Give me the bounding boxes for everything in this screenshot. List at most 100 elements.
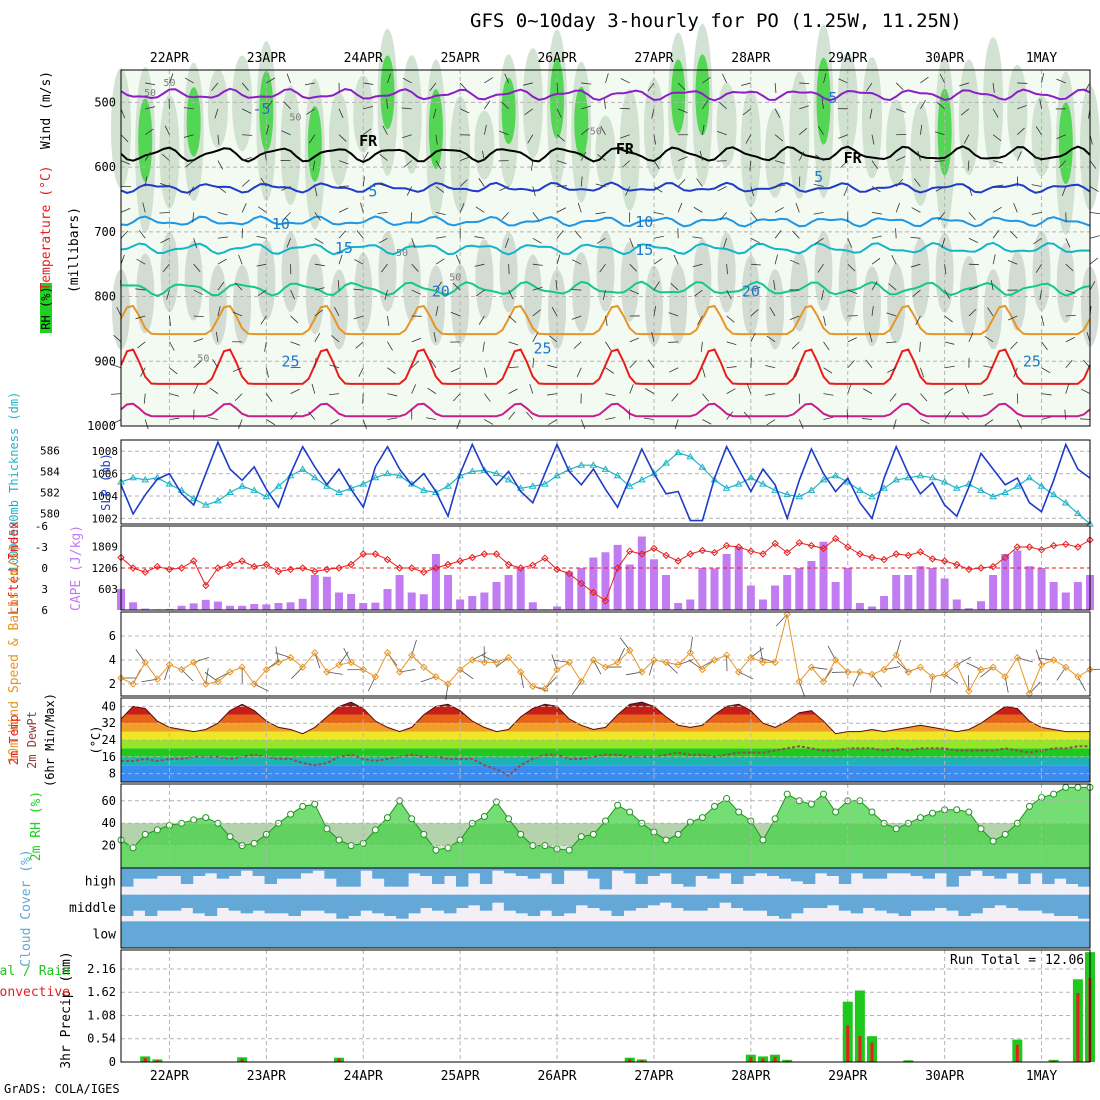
- wind-barb: [774, 254, 778, 265]
- cloud-cell: [192, 868, 206, 876]
- wind-barb: [789, 315, 800, 321]
- thickness-point: [201, 501, 210, 508]
- rh-label: 50: [289, 112, 301, 123]
- rh-point: [977, 825, 985, 833]
- thickness-point: [226, 488, 234, 495]
- thickness-point: [674, 448, 683, 456]
- wind-barb: [823, 73, 827, 84]
- rh-point: [202, 814, 210, 822]
- wind-barb: [605, 73, 609, 84]
- wind-speed-point: [904, 668, 913, 676]
- cape-bar: [1001, 554, 1010, 610]
- cape-bar: [989, 575, 998, 610]
- cape-bar: [722, 554, 731, 610]
- cloud-cell: [144, 868, 158, 879]
- wind-barb: [702, 367, 706, 378]
- cape-bar: [553, 606, 562, 610]
- cloud-cell: [551, 894, 565, 916]
- cape-bar: [1037, 568, 1046, 610]
- cloud-cell: [276, 868, 289, 879]
- rh-shade: [766, 269, 785, 350]
- wind-barb: [338, 207, 349, 213]
- wind-barb: [120, 134, 129, 143]
- wind-barb: [702, 76, 711, 84]
- cape-bar: [322, 576, 331, 610]
- rh-point: [505, 815, 513, 823]
- wind-barb: [334, 306, 340, 317]
- wind-barb: [769, 307, 776, 317]
- wind-barb: [1029, 681, 1041, 694]
- wind-barb: [312, 160, 316, 171]
- wind-barb: [1041, 416, 1052, 420]
- wind-barb: [629, 337, 640, 343]
- cape-bar: [189, 603, 198, 610]
- rh-point: [686, 818, 694, 826]
- cape-bar: [904, 575, 913, 610]
- wind-barb: [215, 331, 219, 342]
- precip-convective-bar: [640, 1060, 644, 1062]
- wind-barb: [508, 388, 518, 394]
- cape-bar: [262, 604, 271, 610]
- cloud-cell: [408, 921, 421, 948]
- thickness-point: [601, 465, 610, 472]
- cape-bar: [916, 566, 925, 610]
- precip-legend-total: Total / Rain: [0, 964, 70, 979]
- thickness-point: [892, 475, 901, 483]
- wind-barb: [944, 315, 953, 323]
- cloud-cell: [348, 868, 361, 887]
- wind-speed-point: [1062, 663, 1070, 671]
- cloud-cell: [898, 868, 912, 874]
- rh-point: [989, 837, 997, 845]
- li-point: [625, 547, 634, 555]
- thickness-point: [952, 484, 961, 491]
- cloud-cell: [527, 868, 541, 879]
- cloud-cell: [647, 921, 660, 948]
- wind-barb: [527, 134, 534, 144]
- cloud-cell: [503, 868, 517, 874]
- y-tick-label: 500: [94, 95, 116, 109]
- wind-barb: [183, 134, 194, 138]
- precip-convective-bar: [628, 1058, 632, 1062]
- wind-barb: [166, 289, 170, 300]
- run-total-value: 12.06: [1045, 953, 1084, 968]
- wind-barb: [600, 125, 606, 135]
- cloud-cell: [695, 921, 708, 948]
- thickness-point: [444, 482, 452, 489]
- wind-barb: [605, 367, 614, 374]
- wind-speed-point: [916, 663, 925, 671]
- wind-barb: [959, 82, 969, 87]
- wind-barb: [290, 411, 298, 420]
- thickness-point: [528, 482, 537, 489]
- wind-barb: [548, 419, 558, 426]
- li-point: [226, 560, 234, 569]
- wind-barb: [283, 101, 291, 110]
- wind-barb: [595, 183, 606, 187]
- temp-line: [120, 701, 1090, 735]
- wind-barb: [823, 416, 834, 420]
- wind-barb: [208, 417, 218, 420]
- wind-barb: [647, 82, 655, 92]
- wind-barb: [387, 367, 396, 374]
- cloud-cell: [1066, 894, 1079, 916]
- cape-bar: [250, 604, 259, 610]
- li-point: [638, 550, 646, 558]
- wind-barb: [968, 212, 976, 221]
- ylabel-rh: RH (%): [39, 286, 53, 329]
- li-point: [189, 557, 198, 565]
- wind-barb: [495, 657, 509, 668]
- cloud-cell: [420, 921, 433, 948]
- rh-shade: [159, 95, 180, 209]
- cloud-cell: [946, 921, 959, 948]
- thickness-point: [759, 480, 767, 487]
- wind-barb: [193, 338, 204, 343]
- wind-barb: [532, 332, 538, 343]
- cloud-cell: [300, 921, 313, 948]
- wind-barb: [306, 108, 316, 115]
- wind-barb: [765, 393, 776, 396]
- cloud-cell: [707, 894, 720, 908]
- wind-barb: [726, 388, 736, 394]
- cloud-cell: [121, 868, 134, 887]
- thickness-point: [141, 475, 150, 483]
- cloud-cell: [336, 868, 349, 887]
- wind-barb: [557, 185, 568, 187]
